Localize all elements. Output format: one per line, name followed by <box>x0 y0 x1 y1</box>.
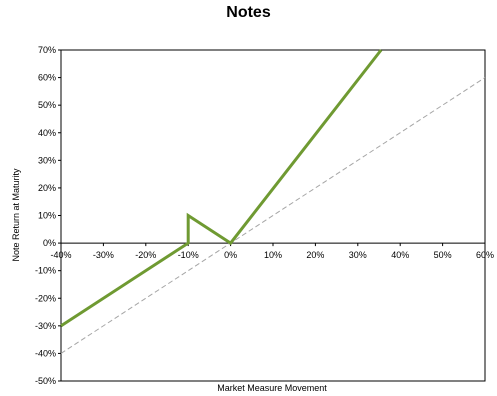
y-tick-label: -30% <box>35 321 56 331</box>
x-tick-label: 30% <box>349 250 367 260</box>
x-tick-label: 10% <box>264 250 282 260</box>
x-tick-label: 60% <box>476 250 494 260</box>
y-tick-label: 40% <box>38 128 56 138</box>
y-tick-label: -10% <box>35 266 56 276</box>
x-tick-label: -40% <box>50 250 71 260</box>
x-tick-label: 40% <box>391 250 409 260</box>
y-tick-label: 30% <box>38 155 56 165</box>
note-return-series <box>60 49 383 328</box>
chart-title: Notes <box>226 4 271 21</box>
y-tick-label: -50% <box>35 376 56 386</box>
y-tick-label: 0% <box>43 238 56 248</box>
y-tick-label: 70% <box>38 45 56 55</box>
x-tick-label: -20% <box>135 250 156 260</box>
x-tick-label: -30% <box>93 250 114 260</box>
y-axis-title: Note Return at Maturity <box>11 168 21 262</box>
x-tick-label: 50% <box>434 250 452 260</box>
y-tick-label: 20% <box>38 183 56 193</box>
x-tick-label: 20% <box>306 250 324 260</box>
y-tick-label: 60% <box>38 73 56 83</box>
y-tick-label: -20% <box>35 293 56 303</box>
x-tick-label: -10% <box>178 250 199 260</box>
y-tick-label: 50% <box>38 100 56 110</box>
x-axis-title: Market Measure Movement <box>217 383 327 393</box>
y-tick-label: 10% <box>38 211 56 221</box>
reference-line-series <box>60 77 486 354</box>
y-tick-label: -40% <box>35 348 56 358</box>
x-tick-label: 0% <box>224 250 237 260</box>
